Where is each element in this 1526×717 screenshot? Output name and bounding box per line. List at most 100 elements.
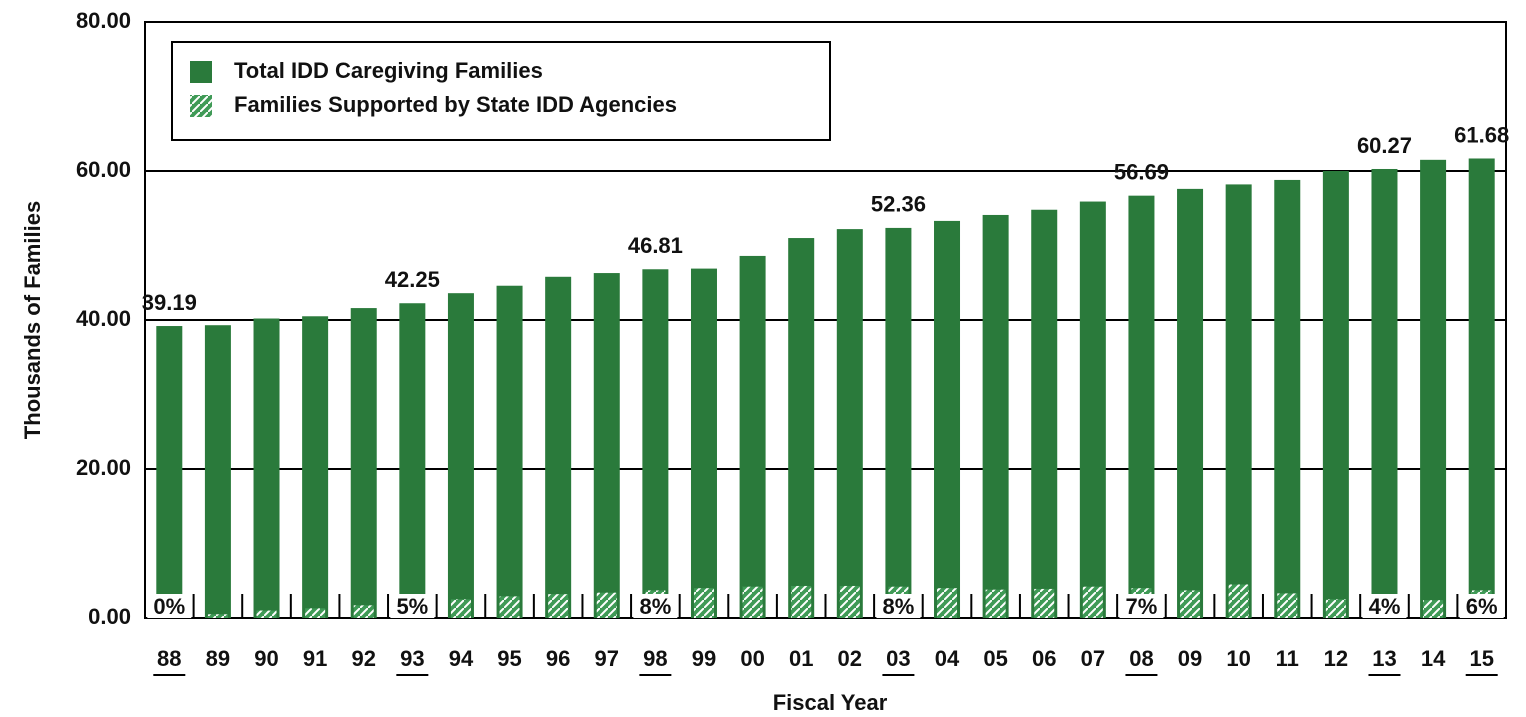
bar-supported	[985, 589, 1006, 618]
bar-supported	[1277, 593, 1298, 618]
bar-total	[1274, 179, 1301, 618]
x-tick-label: 02	[838, 646, 862, 671]
bar-supported	[305, 608, 326, 618]
percent-label-bg	[147, 594, 192, 618]
x-tick-label: 10	[1226, 646, 1250, 671]
bar-total	[593, 273, 620, 618]
data-label: 60.27	[1357, 133, 1412, 158]
bar-supported	[937, 588, 958, 618]
bar-total	[1225, 184, 1252, 618]
y-tick-label: 80.00	[76, 8, 131, 33]
bar-supported	[548, 594, 569, 618]
x-tick-label: 00	[740, 646, 764, 671]
x-tick-label: 96	[546, 646, 570, 671]
x-tick-label: 99	[692, 646, 716, 671]
bar-supported	[742, 586, 763, 618]
percent-label-bg	[876, 594, 921, 618]
x-tick-label: 97	[595, 646, 619, 671]
y-axis-title: Thousands of Families	[20, 201, 45, 439]
x-tick-label: 09	[1178, 646, 1202, 671]
bar-supported	[1325, 599, 1346, 618]
bar-supported	[693, 588, 714, 618]
bar-total	[350, 308, 377, 618]
percent-label: 5%	[396, 594, 428, 619]
percent-label-bg	[633, 594, 678, 618]
bar-total	[982, 214, 1009, 618]
bar-total	[1128, 195, 1155, 619]
bar-total	[836, 229, 863, 619]
bar-supported	[1423, 600, 1444, 618]
legend-swatch	[190, 95, 212, 117]
bar-supported	[1034, 588, 1055, 618]
bar-supported	[353, 605, 374, 618]
x-tick-label: 14	[1421, 646, 1446, 671]
y-tick-label: 0.00	[88, 604, 131, 629]
bar-total	[1371, 168, 1398, 618]
x-tick-label: 05	[983, 646, 1007, 671]
percent-label: 8%	[883, 594, 915, 619]
bar-supported	[1228, 584, 1249, 618]
percent-label-bg	[1459, 594, 1504, 618]
data-label: 61.68	[1454, 122, 1509, 147]
bar-total	[788, 238, 815, 619]
x-tick-label: 11	[1276, 646, 1299, 671]
percent-label: 0%	[153, 594, 185, 619]
data-label: 46.81	[628, 233, 683, 258]
percent-label: 4%	[1369, 594, 1401, 619]
x-tick-label: 08	[1129, 646, 1153, 671]
x-tick-label: 94	[449, 646, 474, 671]
legend-label: Families Supported by State IDD Agencies	[234, 92, 677, 117]
data-label: 52.36	[871, 192, 926, 217]
data-label: 42.25	[385, 267, 440, 292]
bar-total	[1420, 159, 1447, 618]
bar-total	[447, 293, 474, 618]
data-label: 56.69	[1114, 159, 1169, 184]
bar-total	[642, 269, 669, 618]
percent-label: 8%	[639, 594, 671, 619]
x-tick-label: 15	[1469, 646, 1493, 671]
percent-label-bg	[1119, 594, 1164, 618]
x-tick-label: 98	[643, 646, 667, 671]
bar-total	[204, 325, 231, 618]
x-tick-label: 88	[157, 646, 181, 671]
bar-total	[1322, 171, 1349, 618]
bar-total	[1468, 158, 1495, 618]
x-tick-label: 12	[1324, 646, 1348, 671]
bar-supported	[256, 610, 277, 618]
bar-supported	[450, 599, 471, 618]
x-tick-label: 92	[351, 646, 375, 671]
percent-label-bg	[390, 594, 435, 618]
bar-supported	[499, 596, 520, 618]
legend-label: Total IDD Caregiving Families	[234, 58, 543, 83]
x-tick-label: 04	[935, 646, 960, 671]
bar-total	[496, 285, 523, 618]
x-tick-label: 13	[1372, 646, 1396, 671]
bar-total	[399, 303, 426, 618]
x-tick-label: 03	[886, 646, 910, 671]
x-tick-label: 93	[400, 646, 424, 671]
bar-total	[545, 276, 572, 618]
x-tick-label: 91	[303, 646, 327, 671]
bar-total	[1031, 209, 1058, 619]
x-axis-title: Fiscal Year	[773, 690, 888, 715]
data-label: 39.19	[142, 290, 197, 315]
bar-total	[156, 326, 183, 618]
bar-total	[302, 316, 329, 618]
bar-total	[934, 220, 961, 619]
bar-supported	[1180, 590, 1201, 618]
legend-swatch	[190, 61, 212, 83]
bar-supported	[1082, 586, 1103, 618]
bar-total	[253, 318, 280, 618]
x-tick-label: 90	[254, 646, 278, 671]
bar-supported	[207, 614, 228, 618]
x-tick-label: 01	[789, 646, 813, 671]
percent-label: 7%	[1126, 594, 1158, 619]
bar-total	[1079, 201, 1106, 619]
y-tick-label: 60.00	[76, 157, 131, 182]
legend-box	[171, 41, 831, 141]
bar-supported	[791, 585, 812, 618]
y-tick-label: 20.00	[76, 455, 131, 480]
bar-supported	[839, 585, 860, 618]
x-tick-label: 06	[1032, 646, 1056, 671]
